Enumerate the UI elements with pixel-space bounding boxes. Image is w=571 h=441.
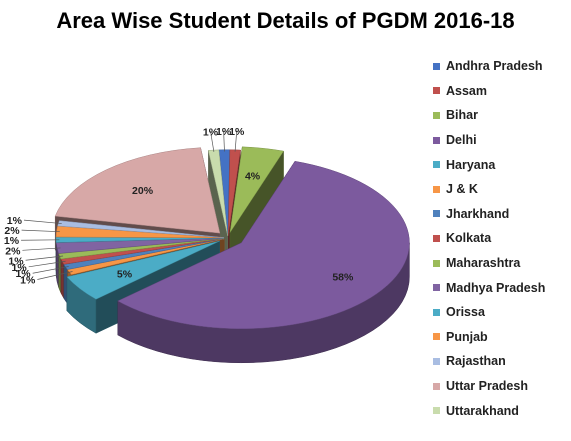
data-label-kolkata: 1%	[12, 262, 28, 274]
slice-delhi	[117, 161, 410, 330]
data-label-madhya-pradesh: 2%	[5, 245, 21, 257]
legend-swatch	[433, 407, 440, 415]
leader-line-uttarakhand	[210, 131, 215, 152]
legend-label: Bihar	[446, 108, 478, 123]
legend-item-maharashtra: Maharashtra	[433, 251, 563, 276]
legend-item-jharkhand: Jharkhand	[433, 202, 563, 227]
legend-label: Jharkhand	[446, 206, 510, 221]
leader-line-punjab	[21, 229, 60, 233]
leader-line-maharashtra	[25, 255, 64, 261]
data-label-uttarakhand: 1%	[203, 126, 219, 138]
leader-line-j-and-k	[37, 271, 73, 280]
legend-item-delhi: Delhi	[433, 128, 563, 153]
legend-item-andhra-pradesh: Andhra Pradesh	[433, 54, 563, 79]
slice-bihar	[229, 146, 284, 233]
legend-swatch	[433, 185, 440, 193]
legend-swatch	[433, 111, 440, 119]
legend-item-haryana: Haryana	[433, 152, 563, 177]
legend-item-madhya-pradesh: Madhya Pradesh	[433, 275, 563, 300]
slice-uttar-pradesh	[54, 147, 221, 234]
legend-item-j-and-k: J & K	[433, 177, 563, 202]
legend-swatch	[433, 87, 440, 95]
legend-swatch	[433, 382, 440, 390]
data-label-orissa: 1%	[4, 235, 20, 247]
legend-label: Andhra Pradesh	[446, 59, 543, 74]
legend-label: Maharashtra	[446, 256, 521, 271]
legend-label: Haryana	[446, 157, 496, 172]
legend-swatch	[433, 308, 440, 316]
legend-item-orissa: Orissa	[433, 300, 563, 325]
chart-legend: Andhra Pradesh Assam Bihar Delhi Haryana J & …	[433, 54, 563, 423]
legend-swatch	[433, 234, 440, 242]
leader-line-jharkhand	[32, 266, 69, 274]
legend-swatch	[433, 357, 440, 365]
legend-label: Assam	[446, 83, 487, 98]
legend-swatch	[433, 210, 440, 218]
legend-label: Delhi	[446, 133, 477, 148]
chart-title: Area Wise Student Details of PGDM 2016-1…	[56, 8, 515, 33]
pie-tops	[54, 146, 410, 330]
leader-line-kolkata	[28, 260, 66, 268]
data-label-haryana: 5%	[117, 268, 133, 280]
data-label-bihar: 4%	[245, 170, 261, 182]
legend-label: Punjab	[446, 329, 488, 344]
leader-line-rajasthan	[23, 219, 62, 224]
leader-line-madhya-pradesh	[22, 247, 61, 251]
legend-label: Uttarakhand	[446, 403, 519, 418]
legend-label: Rajasthan	[446, 354, 506, 369]
legend-label: Kolkata	[446, 231, 492, 246]
legend-swatch	[433, 259, 440, 267]
legend-swatch	[433, 62, 440, 70]
data-label-uttar-pradesh: 20%	[132, 185, 154, 197]
legend-swatch	[433, 284, 440, 292]
slice-side-kolkata	[60, 258, 65, 300]
legend-label: Orissa	[446, 305, 485, 320]
data-label-j-and-k: 1%	[20, 275, 36, 287]
data-label-andhra-pradesh: 1%	[216, 126, 232, 138]
legend-swatch	[433, 333, 440, 341]
data-label-punjab: 2%	[4, 225, 20, 237]
legend-label: Uttar Pradesh	[446, 379, 528, 394]
pie-labels: 1%1%4%58%5%1%1%1%1%2%1%2%1%20%1%	[4, 126, 354, 287]
legend-swatch	[433, 161, 440, 169]
legend-swatch	[433, 136, 440, 144]
slice-side-maharashtra	[58, 253, 62, 294]
legend-item-uttarakhand: Uttarakhand	[433, 398, 563, 423]
data-label-delhi: 58%	[332, 272, 354, 284]
legend-label: Madhya Pradesh	[446, 280, 546, 295]
data-label-maharashtra: 1%	[8, 255, 24, 267]
data-label-assam: 1%	[229, 126, 245, 138]
legend-item-punjab: Punjab	[433, 325, 563, 350]
leader-line-assam	[234, 130, 238, 152]
legend-label: J & K	[446, 182, 478, 197]
legend-item-rajasthan: Rajasthan	[433, 349, 563, 374]
legend-item-kolkata: Kolkata	[433, 226, 563, 251]
leader-line-andhra-pradesh	[223, 130, 225, 152]
data-label-rajasthan: 1%	[7, 215, 23, 227]
legend-item-uttar-pradesh: Uttar Pradesh	[433, 374, 563, 399]
data-label-jharkhand: 1%	[15, 268, 31, 280]
legend-item-bihar: Bihar	[433, 103, 563, 128]
legend-item-assam: Assam	[433, 79, 563, 104]
slice-haryana	[66, 240, 220, 300]
